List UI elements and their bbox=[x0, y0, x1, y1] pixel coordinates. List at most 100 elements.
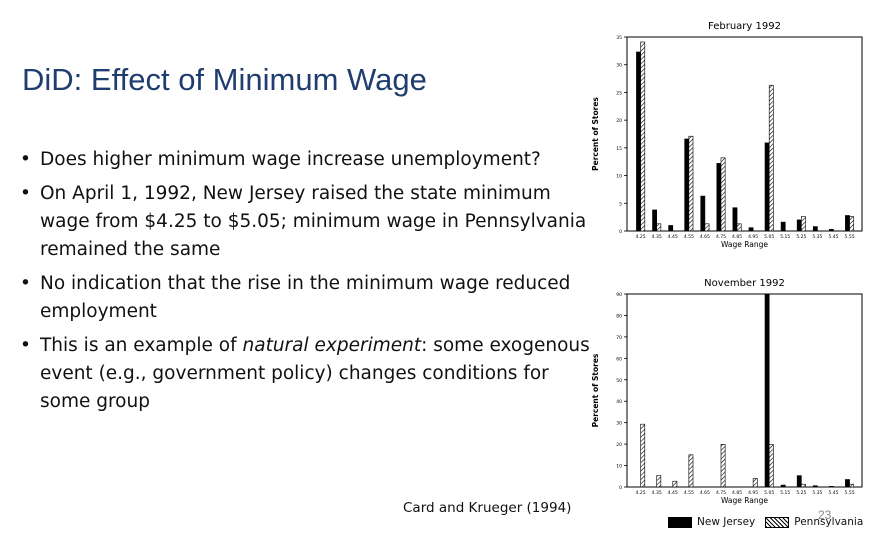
bar-nj bbox=[796, 219, 802, 232]
bar-pa bbox=[720, 157, 726, 232]
legend-swatch-nj bbox=[668, 516, 692, 528]
bar-pa bbox=[849, 483, 855, 488]
bar-nj bbox=[829, 486, 834, 488]
y-tick-label: 60 bbox=[616, 356, 622, 362]
x-tick-label: 5.05 bbox=[764, 234, 774, 240]
bar-pa bbox=[801, 483, 806, 488]
bullet-item: Does higher minimum wage increase unempl… bbox=[20, 146, 595, 174]
chart-legend: New Jersey Pennsylvania bbox=[668, 516, 863, 528]
bar-nj bbox=[764, 293, 770, 488]
x-tick-label: 4.75 bbox=[716, 234, 726, 240]
y-tick-label: 70 bbox=[616, 335, 622, 341]
bar-nj bbox=[812, 226, 818, 232]
x-tick-label: 5.25 bbox=[796, 490, 806, 496]
y-tick-label: 20 bbox=[616, 442, 622, 448]
bar-pa bbox=[656, 475, 662, 488]
bullet-item: No indication that the rise in the minim… bbox=[20, 270, 595, 326]
bar-pa bbox=[656, 223, 662, 232]
plot-frame bbox=[626, 36, 863, 232]
x-tick-label: 4.95 bbox=[748, 490, 758, 496]
bar-pa bbox=[720, 444, 726, 488]
bullet-item: On April 1, 1992, New Jersey raised the … bbox=[20, 180, 595, 264]
x-tick-label: 5.15 bbox=[780, 234, 790, 240]
bullet-text: This is an example of bbox=[40, 335, 243, 356]
bar-nj bbox=[845, 479, 850, 488]
y-tick-label: 15 bbox=[616, 146, 622, 152]
y-tick-label: 10 bbox=[616, 464, 622, 470]
bar-pa bbox=[640, 423, 646, 488]
x-tick-label: 4.45 bbox=[668, 234, 678, 240]
bar-pa bbox=[801, 216, 806, 232]
y-tick-label: 20 bbox=[616, 118, 622, 124]
y-tick-label: 25 bbox=[616, 90, 622, 96]
x-tick-label: 4.25 bbox=[636, 490, 646, 496]
y-tick-label: 50 bbox=[616, 378, 622, 384]
bar-pa bbox=[688, 135, 694, 232]
x-tick-label: 4.55 bbox=[684, 490, 694, 496]
bar-pa bbox=[768, 84, 774, 232]
y-tick-label: 90 bbox=[616, 292, 622, 298]
x-axis-label: Wage Range bbox=[721, 496, 768, 505]
bar-pa bbox=[752, 478, 758, 488]
x-tick-label: 5.15 bbox=[780, 490, 790, 496]
x-tick-label: 4.25 bbox=[636, 234, 646, 240]
y-tick-label: 0 bbox=[619, 229, 622, 235]
y-tick-label: 0 bbox=[619, 485, 622, 491]
page-number: 23 bbox=[818, 508, 832, 522]
bar-nj bbox=[812, 485, 818, 488]
x-tick-label: 5.25 bbox=[796, 234, 806, 240]
x-tick-label: 5.35 bbox=[812, 490, 822, 496]
y-tick-label: 5 bbox=[619, 201, 622, 207]
bar-pa bbox=[736, 223, 742, 232]
bar-nj bbox=[684, 138, 690, 232]
x-tick-label: 4.65 bbox=[700, 234, 710, 240]
x-tick-label: 5.35 bbox=[812, 234, 822, 240]
y-tick-label: 30 bbox=[616, 421, 622, 427]
bar-nj bbox=[700, 195, 706, 232]
chart-title: November 1992 bbox=[704, 278, 785, 289]
x-tick-label: 4.35 bbox=[652, 234, 662, 240]
bullet-text: : some exogenous event (e.g., government… bbox=[40, 335, 590, 412]
bar-pa bbox=[849, 216, 855, 232]
x-tick-label: 4.55 bbox=[684, 234, 694, 240]
x-tick-label: 4.85 bbox=[732, 234, 742, 240]
y-axis-label: Percent of Stores bbox=[591, 353, 600, 427]
bar-nj bbox=[748, 227, 754, 232]
legend-label-pa: Pennsylvania bbox=[794, 516, 864, 528]
x-tick-label: 5.05 bbox=[764, 490, 774, 496]
x-tick-label: 5.55 bbox=[845, 490, 855, 496]
y-tick-label: 30 bbox=[616, 63, 622, 69]
bar-nj bbox=[780, 221, 786, 232]
y-axis-label: Percent of Stores bbox=[591, 97, 600, 171]
x-tick-label: 4.65 bbox=[700, 490, 710, 496]
x-tick-label: 4.95 bbox=[748, 234, 758, 240]
bar-nj bbox=[668, 225, 674, 232]
x-tick-label: 4.85 bbox=[732, 490, 742, 496]
bar-nj bbox=[636, 51, 641, 232]
bar-pa bbox=[688, 454, 694, 488]
x-tick-label: 4.75 bbox=[716, 490, 726, 496]
y-tick-label: 40 bbox=[616, 399, 622, 405]
bar-pa bbox=[640, 41, 646, 232]
bar-nj bbox=[796, 475, 802, 488]
x-tick-label: 4.35 bbox=[652, 490, 662, 496]
bar-nj bbox=[716, 163, 722, 232]
bullet-item: This is an example of natural experiment… bbox=[20, 332, 595, 416]
bar-nj bbox=[829, 229, 834, 232]
x-tick-label: 5.45 bbox=[828, 234, 838, 240]
legend-swatch-pa bbox=[765, 516, 790, 528]
plot-frame bbox=[626, 293, 863, 488]
citation: Card and Krueger (1994) bbox=[403, 500, 572, 516]
bullet-list: Does higher minimum wage increase unempl… bbox=[20, 146, 595, 422]
slide-title: DiD: Effect of Minimum Wage bbox=[22, 62, 427, 97]
x-tick-label: 5.45 bbox=[828, 490, 838, 496]
y-tick-label: 80 bbox=[616, 313, 622, 319]
legend-label-nj: New Jersey bbox=[697, 516, 756, 528]
bar-nj bbox=[845, 215, 850, 232]
bar-pa bbox=[672, 480, 678, 488]
x-axis-label: Wage Range bbox=[721, 240, 768, 249]
bullet-emphasis: natural experiment bbox=[242, 335, 422, 356]
bar-nj bbox=[652, 209, 657, 232]
bar-pa bbox=[704, 223, 710, 232]
